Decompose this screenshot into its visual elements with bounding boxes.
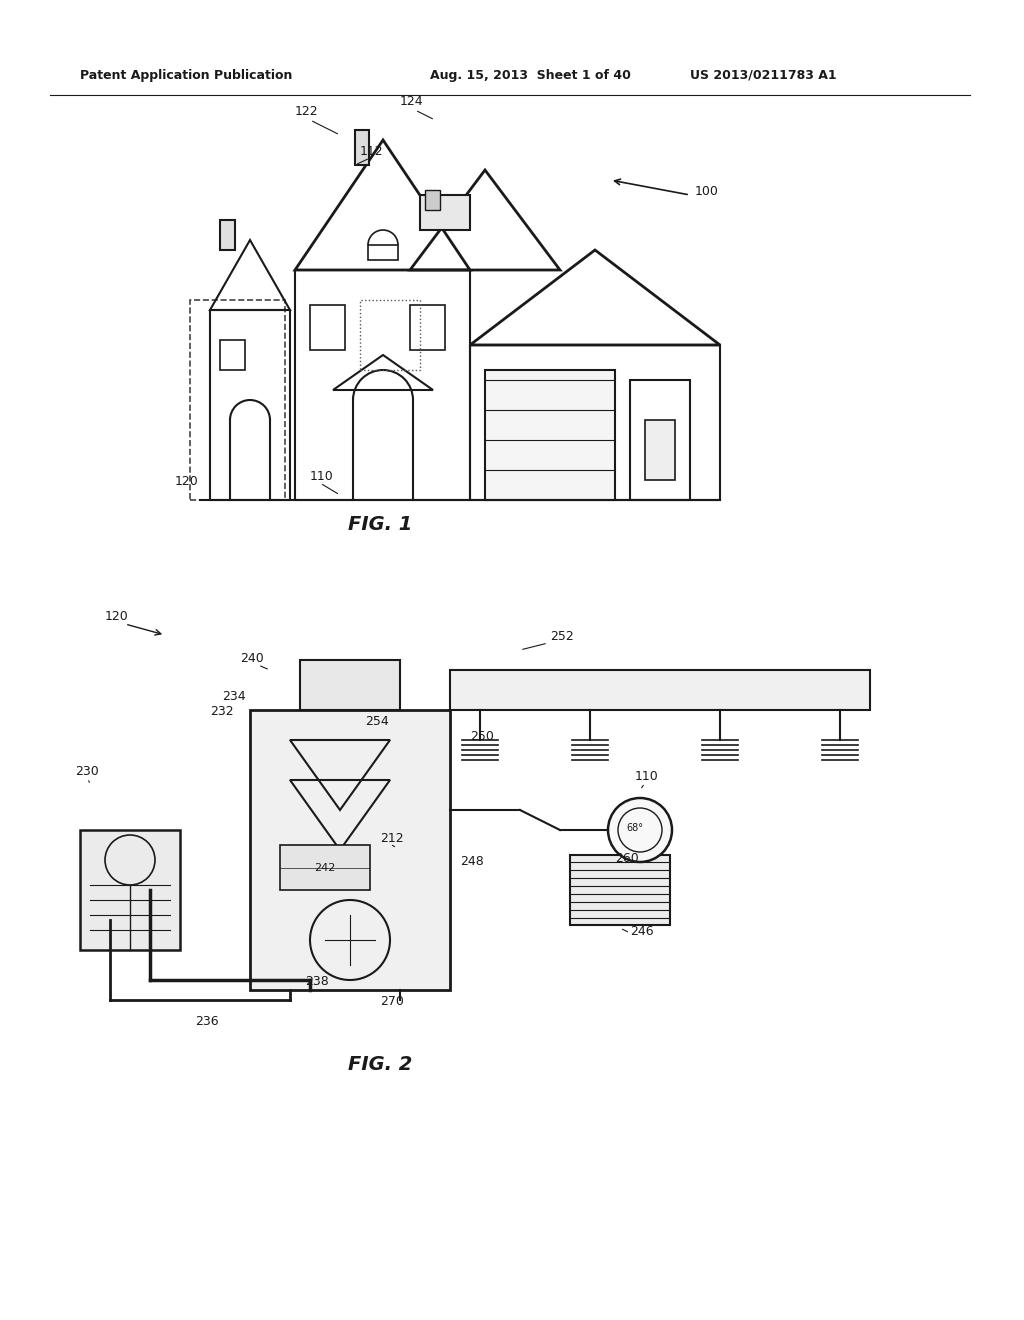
Text: 238: 238	[305, 975, 329, 987]
Bar	[368, 246, 398, 260]
Text: 242: 242	[314, 863, 336, 873]
Text: 112: 112	[360, 145, 384, 158]
Bar	[310, 305, 345, 350]
Bar	[210, 310, 290, 500]
Bar	[410, 305, 445, 350]
Text: 246: 246	[630, 925, 653, 939]
Text: 270: 270	[380, 995, 403, 1008]
Text: 122: 122	[295, 106, 318, 117]
Text: Aug. 15, 2013  Sheet 1 of 40: Aug. 15, 2013 Sheet 1 of 40	[430, 69, 631, 82]
Bar	[250, 710, 450, 990]
Text: 260: 260	[615, 851, 639, 865]
Text: 120: 120	[105, 610, 129, 623]
Text: 232: 232	[210, 705, 233, 718]
Bar	[220, 341, 245, 370]
Bar	[485, 370, 615, 500]
Text: 250: 250	[470, 730, 494, 743]
Text: 240: 240	[240, 652, 264, 665]
Circle shape	[608, 799, 672, 862]
Text: 110: 110	[635, 770, 658, 783]
Text: 110: 110	[310, 470, 334, 483]
Text: US 2013/0211783 A1: US 2013/0211783 A1	[690, 69, 837, 82]
Bar	[450, 671, 870, 710]
Text: 234: 234	[222, 690, 246, 704]
Text: 252: 252	[550, 630, 573, 643]
Bar	[470, 345, 720, 500]
Bar	[300, 660, 400, 710]
Text: 236: 236	[195, 1015, 219, 1028]
Bar	[425, 190, 440, 210]
Text: 124: 124	[400, 95, 424, 108]
Bar	[355, 129, 369, 165]
Bar	[280, 845, 370, 890]
Bar	[190, 300, 285, 500]
Text: 100: 100	[695, 185, 719, 198]
Bar	[645, 420, 675, 480]
Bar	[220, 220, 234, 249]
Text: 120: 120	[175, 475, 199, 488]
Text: FIG. 2: FIG. 2	[348, 1055, 413, 1074]
Bar	[360, 300, 420, 370]
Text: 248: 248	[460, 855, 483, 869]
Text: FIG. 1: FIG. 1	[348, 515, 413, 535]
Text: 230: 230	[75, 766, 98, 777]
Bar	[630, 380, 690, 500]
Bar	[420, 195, 470, 230]
Text: 68°: 68°	[627, 822, 643, 833]
Text: Patent Application Publication: Patent Application Publication	[80, 69, 293, 82]
Bar	[80, 830, 180, 950]
Text: 212: 212	[380, 832, 403, 845]
Text: 254: 254	[365, 715, 389, 729]
Bar	[295, 271, 470, 500]
Bar	[570, 855, 670, 925]
